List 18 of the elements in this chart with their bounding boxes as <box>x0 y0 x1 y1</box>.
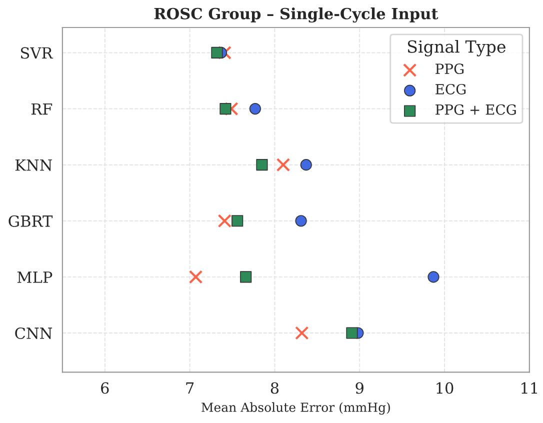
y-tick-label: RF <box>31 103 52 115</box>
chart-title: ROSC Group – Single-Cycle Input <box>154 8 438 23</box>
y-tick-label: GBRT <box>8 215 53 227</box>
x-tick-label: 9 <box>356 382 364 394</box>
x-tick-label: 10 <box>436 382 454 394</box>
y-tick-label: MLP <box>17 272 52 283</box>
y-tick-label: CNN <box>15 327 52 340</box>
legend-label: PPG <box>436 64 464 74</box>
y-tick-label: SVR <box>21 47 54 59</box>
x-tick-label: 6 <box>101 382 109 394</box>
legend-label: ECG <box>436 84 466 94</box>
x-tick-label: 8 <box>270 382 279 394</box>
y-tick-label: KNN <box>15 160 52 171</box>
x-tick-label: 11 <box>522 382 537 394</box>
legend-label: PPG + ECG <box>436 104 516 115</box>
x-axis-title: Mean Absolute Error (mmHg) <box>202 402 390 415</box>
legend-title: Signal Type <box>408 40 506 56</box>
x-tick-label: 7 <box>186 382 194 394</box>
